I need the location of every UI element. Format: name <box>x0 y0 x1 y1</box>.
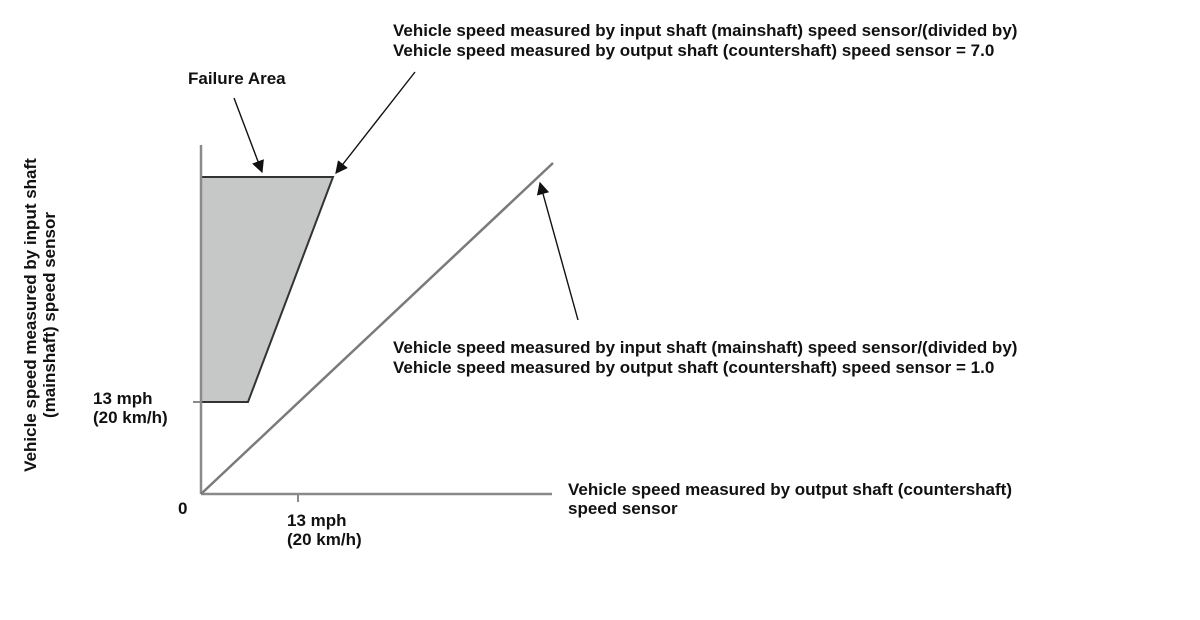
y-axis-label-line2: (mainshaft) speed sensor <box>40 212 59 418</box>
x-axis-label-line1: Vehicle speed measured by output shaft (… <box>568 480 1012 499</box>
ratio-1-label-line1: Vehicle speed measured by input shaft (m… <box>393 338 1017 357</box>
ratio-7-arrow <box>335 71 416 174</box>
failure-area-arrow <box>233 97 264 174</box>
y-tick-label-line1: 13 mph <box>93 389 153 408</box>
ratio-1-arrow <box>536 181 579 321</box>
origin-label: 0 <box>178 499 187 518</box>
failure-area-region <box>200 176 335 403</box>
ratio-7-label-line2: Vehicle speed measured by output shaft (… <box>393 41 994 60</box>
failure-area-label: Failure Area <box>188 69 286 88</box>
x-axis-label-line2: speed sensor <box>568 499 678 518</box>
ratio-1-label-line2: Vehicle speed measured by output shaft (… <box>393 358 994 377</box>
ratio-7-label-line1: Vehicle speed measured by input shaft (m… <box>393 21 1017 40</box>
x-tick-label-line1: 13 mph <box>287 511 347 530</box>
y-axis-label: Vehicle speed measured by input shaft (m… <box>21 158 59 472</box>
ratio-1-line <box>200 162 554 495</box>
x-tick-label-line2: (20 km/h) <box>287 530 362 549</box>
y-axis-label-line1: Vehicle speed measured by input shaft <box>21 158 40 472</box>
y-tick-label-line2: (20 km/h) <box>93 408 168 427</box>
